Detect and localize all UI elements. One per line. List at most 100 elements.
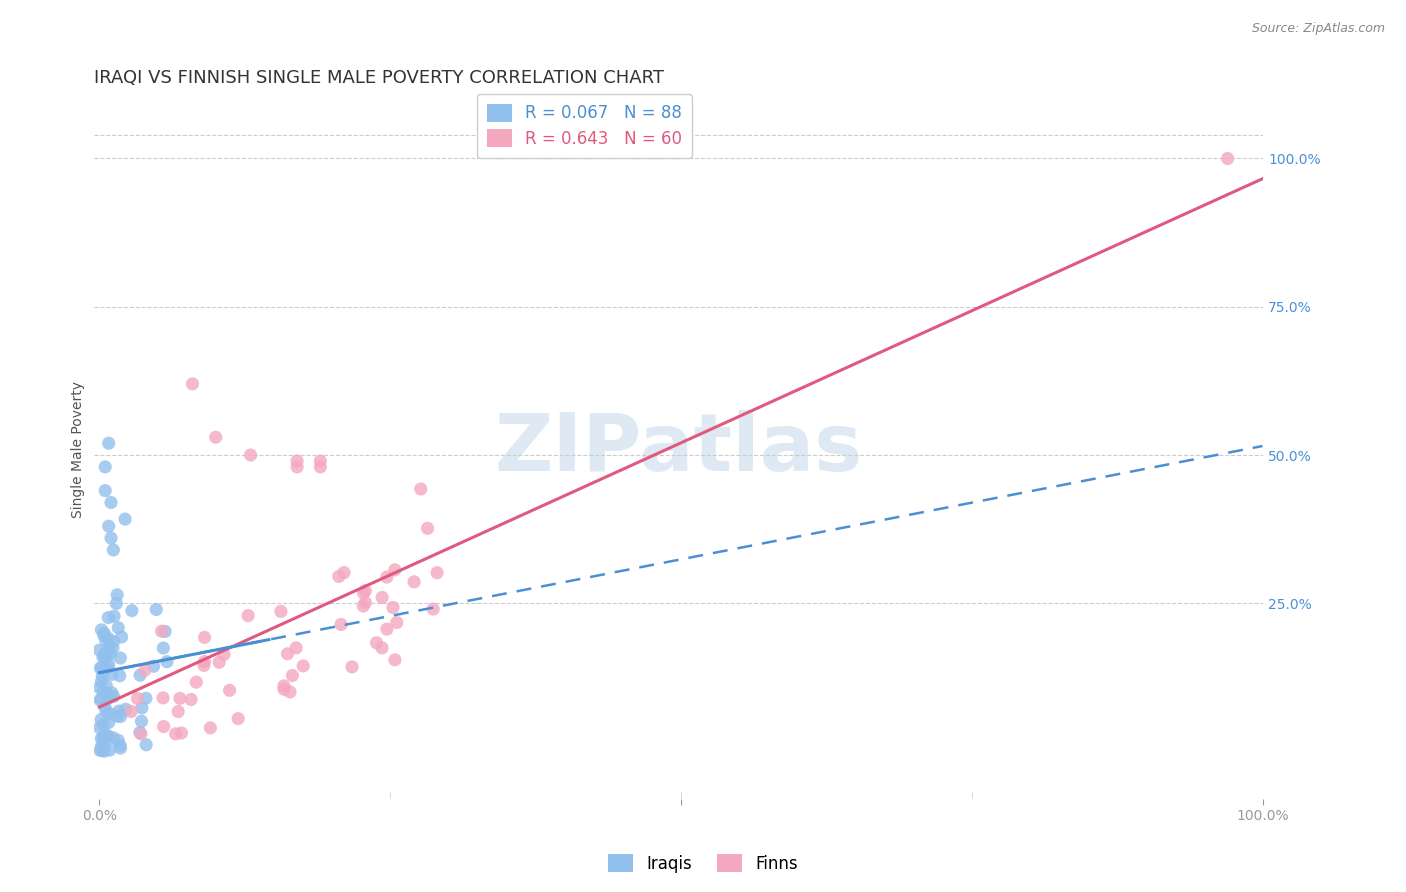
Point [354,583,377,598]
Point [89,721,111,735]
Text: ZIPatlas: ZIPatlas [494,410,862,488]
Point [129,668,152,682]
Point [97,660,120,674]
Point [96,728,118,742]
Point [208,655,231,669]
Point [167,705,190,719]
Point [200,721,222,735]
Point [180,692,202,706]
Point [94,649,117,664]
Point [97,689,120,703]
Legend: R = 0.067   N = 88, R = 0.643   N = 60: R = 0.067 N = 88, R = 0.643 N = 60 [477,94,692,158]
Point [93,648,115,663]
Point [270,604,292,618]
Point [1216,152,1239,166]
Point [101,686,124,700]
Point [226,712,249,726]
Point [90,731,112,746]
Point [105,596,128,610]
Point [91,650,114,665]
Point [131,714,153,729]
Point [107,621,129,635]
Point [409,482,432,496]
Point [101,667,124,681]
Point [105,709,128,723]
Point [292,659,315,673]
Point [204,430,226,444]
Point [94,700,117,714]
Point [98,743,121,757]
Point [108,704,131,718]
Point [366,636,388,650]
Point [94,483,117,498]
Point [169,691,191,706]
Point [384,653,406,667]
Point [103,690,125,704]
Point [90,691,112,706]
Point [100,495,122,509]
Point [135,738,157,752]
Point [101,640,124,655]
Point [375,570,398,584]
Point [404,574,426,589]
Point [89,661,111,675]
Point [103,543,125,558]
Point [129,727,152,741]
Point [97,519,120,533]
Point [93,626,115,640]
Point [273,679,295,693]
Point [97,436,120,450]
Point [96,679,118,693]
Point [273,682,295,697]
Point [97,729,120,743]
Point [93,744,115,758]
Point [352,599,374,613]
Point [152,640,174,655]
Point [114,512,136,526]
Point [105,588,128,602]
Point [96,687,118,701]
Point [108,669,131,683]
Point [150,624,173,639]
Point [152,690,174,705]
Point [276,647,298,661]
Point [281,668,304,682]
Point [330,617,353,632]
Point [145,602,167,616]
Point [96,730,118,744]
Point [134,663,156,677]
Point [239,448,262,462]
Point [422,602,444,616]
Point [97,646,120,660]
Point [90,739,112,753]
Point [110,709,132,723]
Point [309,454,332,468]
Point [426,566,449,580]
Point [181,376,204,391]
Point [110,741,132,756]
Point [218,683,240,698]
Point [135,691,157,706]
Point [110,651,132,665]
Point [90,713,112,727]
Point [170,726,193,740]
Point [91,718,114,732]
Point [121,604,143,618]
Point [90,661,112,675]
Point [340,660,363,674]
Point [94,705,117,719]
Point [385,615,408,630]
Point [100,647,122,661]
Point [120,705,142,719]
Point [91,668,114,682]
Point [153,624,176,639]
Point [93,736,115,750]
Point [94,662,117,676]
Point [309,459,332,474]
Point [93,647,115,661]
Text: IRAQI VS FINNISH SINGLE MALE POVERTY CORRELATION CHART: IRAQI VS FINNISH SINGLE MALE POVERTY COR… [94,69,664,87]
Point [353,586,375,600]
Point [97,715,120,730]
Point [285,454,308,468]
Point [98,706,121,721]
